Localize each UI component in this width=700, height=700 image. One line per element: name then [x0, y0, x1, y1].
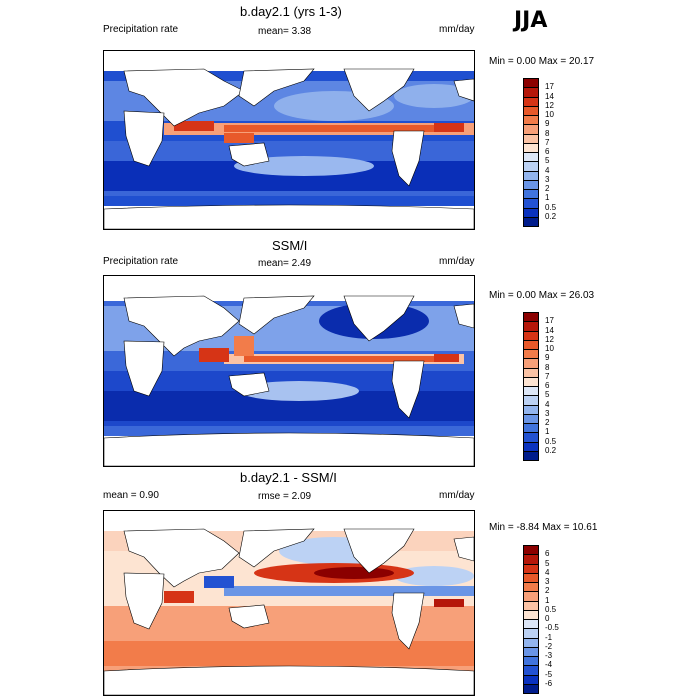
panel3-colorbar-label: 5 — [545, 558, 550, 568]
panel1-minmax: Min = 0.00 Max = 20.17 — [489, 56, 595, 67]
panel1-colorbar-label: 12 — [545, 100, 554, 110]
season-label: JJA — [514, 8, 548, 33]
panel2-colorbar-swatch — [523, 450, 539, 461]
panel2-colorbar-label: 10 — [545, 344, 554, 353]
panel3-colorbar-label: -4 — [545, 660, 553, 670]
panel3-colorbar-label: 0.5 — [545, 604, 557, 614]
panel2-map — [103, 275, 475, 467]
panel1-colorbar-label: 1 — [545, 193, 550, 203]
panel3-colorbar-label: 2 — [545, 586, 550, 596]
panel1-map — [103, 50, 475, 230]
panel2-colorbar-label: 14 — [545, 325, 554, 335]
panel1-colorbar-label: 0.5 — [545, 202, 557, 212]
panel2-colorbar-label: 0.5 — [545, 436, 557, 446]
panel2-mean-label: mean= 2.49 — [258, 258, 312, 269]
panel1-colorbar-label: 17 — [545, 82, 554, 92]
panel1-colorbar-label: 0.2 — [545, 211, 557, 221]
panel1-variable-label: Precipitation rate — [103, 24, 179, 35]
panel2-colorbar-label: 5 — [545, 390, 550, 400]
panel3-colorbar-label: 4 — [545, 567, 550, 577]
panel2-variable-label: Precipitation rate — [103, 256, 179, 267]
panel3-colorbar-label: -0.5 — [545, 623, 559, 633]
panel1-colorbar-label: 10 — [545, 110, 554, 119]
panel2-colorbar-label: 1 — [545, 427, 550, 437]
panel3-colorbar-label: 3 — [545, 577, 550, 586]
panel3-title: b.day2.1 - SSM/I — [240, 470, 337, 485]
panel2-units-label: mm/day — [439, 256, 475, 267]
panel2-colorbar-label: 7 — [545, 371, 550, 381]
panel2-title: SSM/I — [272, 238, 308, 253]
panel3-colorbar-label: -6 — [545, 678, 553, 688]
panel1-colorbar-label: 9 — [545, 119, 550, 129]
panel1-colorbar-label: 3 — [545, 174, 550, 184]
panel1-colorbar-label: 4 — [545, 165, 550, 175]
panel2-colorbar-label: 2 — [545, 418, 550, 427]
panel2-colorbar-label: 4 — [545, 399, 550, 409]
panel3-colorbar-label: -5 — [545, 669, 553, 679]
panel3-colorbar-label: -2 — [545, 641, 553, 651]
panel1-units-label: mm/day — [439, 24, 475, 35]
panel2-colorbar-label: 3 — [545, 408, 550, 418]
panel1-mean-label: mean= 3.38 — [258, 26, 312, 37]
panel3-colorbar: 6 5 4 3 2 1 0.5 0 -0.5 -1 -2 -3 -4 -5 -6 — [523, 545, 583, 694]
panel2-colorbar-label: 0.2 — [545, 445, 557, 455]
panel1-colorbar-label: 5 — [545, 156, 550, 166]
panel2-colorbar-label: 17 — [545, 316, 554, 326]
panel2-colorbar: 17 14 12 10 9 8 7 6 5 4 3 2 1 0.5 0.2 — [523, 312, 583, 461]
panel3-colorbar-label: -1 — [545, 632, 553, 642]
panel1-colorbar-label: 6 — [545, 147, 550, 156]
panel3-mean-label: mean = 0.90 — [103, 490, 159, 501]
panel3-rmse-label: rmse = 2.09 — [258, 491, 312, 502]
panel1-colorbar-label: 7 — [545, 137, 550, 147]
panel2-minmax: Min = 0.00 Max = 26.03 — [489, 290, 595, 301]
panel3-colorbar-label: 6 — [545, 549, 550, 559]
panel2-colorbar-label: 12 — [545, 334, 554, 344]
panel3-colorbar-label: 1 — [545, 595, 550, 605]
panel3-units-label: mm/day — [439, 490, 475, 501]
panel2-colorbar-label: 9 — [545, 353, 550, 363]
panel1-colorbar-label: 2 — [545, 184, 550, 193]
panel1-colorbar-label: 8 — [545, 128, 550, 138]
panel3-map — [103, 510, 475, 696]
panel1-title: b.day2.1 (yrs 1-3) — [240, 4, 342, 19]
panel1-colorbar: 17 14 12 10 9 8 7 6 5 4 3 2 1 0.5 0.2 — [523, 78, 583, 227]
panel3-colorbar-label: 0 — [545, 614, 550, 623]
panel3-colorbar-swatch — [523, 683, 539, 694]
panel1-colorbar-label: 14 — [545, 91, 554, 101]
panel1-colorbar-swatch — [523, 216, 539, 227]
panel3-minmax: Min = -8.84 Max = 10.61 — [489, 522, 598, 533]
panel2-colorbar-label: 8 — [545, 362, 550, 372]
panel3-colorbar-label: -3 — [545, 651, 553, 660]
panel2-colorbar-label: 6 — [545, 381, 550, 390]
